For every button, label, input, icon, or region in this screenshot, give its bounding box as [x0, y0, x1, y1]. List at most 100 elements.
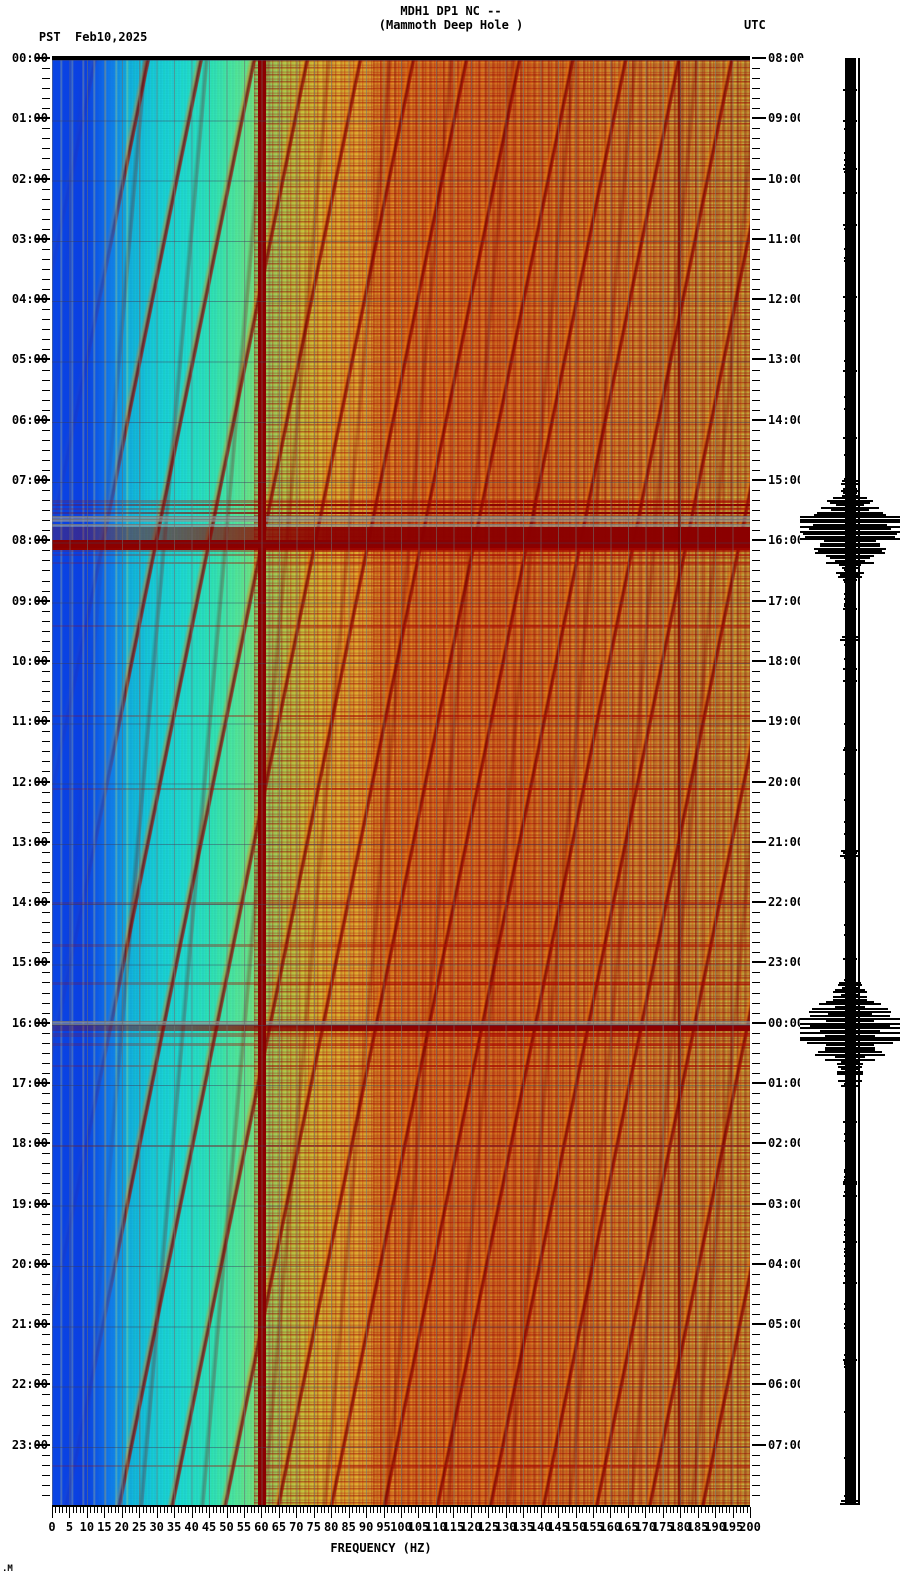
time-tick-minor-right	[752, 98, 760, 99]
frequency-tick-minor	[275, 1507, 276, 1513]
frequency-tick-minor	[303, 1507, 304, 1513]
frequency-label: 35	[166, 1520, 182, 1534]
frequency-tick-minor	[631, 1507, 632, 1513]
time-tick-minor-left	[42, 982, 50, 983]
time-label-left: 19:00	[11, 1196, 48, 1211]
time-tick-minor-right	[752, 611, 760, 612]
time-tick-minor-right	[752, 1304, 760, 1305]
time-tick-minor-left	[42, 219, 50, 220]
frequency-tick-major	[506, 1507, 507, 1518]
time-label-right: 18:00	[768, 653, 805, 668]
frequency-tick-minor	[59, 1507, 60, 1513]
time-tick-minor-right	[752, 802, 760, 803]
time-tick-minor-left	[42, 430, 50, 431]
frequency-tick-minor	[129, 1507, 130, 1513]
frequency-tick-minor	[635, 1507, 636, 1513]
frequency-tick-minor	[258, 1507, 259, 1513]
time-tick-minor-right	[752, 249, 760, 250]
frequency-tick-minor	[62, 1507, 63, 1513]
time-tick-minor-right	[752, 530, 760, 531]
date-label: Feb10,2025	[75, 30, 148, 44]
time-tick-minor-right	[752, 1133, 760, 1134]
time-tick-minor-right	[752, 1354, 760, 1355]
time-label-right: 08:00	[768, 51, 805, 65]
frequency-tick-major	[401, 1507, 402, 1518]
frequency-label: 95	[376, 1520, 391, 1534]
time-tick-minor-left	[42, 832, 50, 833]
time-label-left: 17:00	[11, 1075, 48, 1090]
time-tick-minor-left	[42, 1123, 50, 1124]
time-tick-minor-left	[42, 1254, 50, 1255]
frequency-label: 55	[236, 1520, 252, 1534]
time-tick-minor-right	[752, 711, 760, 712]
time-tick-minor-right	[752, 470, 760, 471]
time-label-left: 04:00	[11, 292, 48, 307]
frequency-tick-minor	[537, 1507, 538, 1513]
time-tick-minor-right	[752, 1274, 760, 1275]
frequency-tick-minor	[457, 1507, 458, 1513]
spectrogram-plot[interactable]	[52, 58, 750, 1507]
time-tick-minor-right	[752, 1244, 760, 1245]
frequency-label: 160	[599, 1520, 622, 1534]
time-tick-minor-right	[752, 410, 760, 411]
frequency-tick-minor	[614, 1507, 615, 1513]
frequency-tick-major	[593, 1507, 594, 1518]
time-tick-minor-right	[752, 339, 760, 340]
frequency-tick-minor	[268, 1507, 269, 1513]
time-tick-minor-left	[42, 1043, 50, 1044]
frequency-tick-minor	[373, 1507, 374, 1513]
frequency-tick-major	[558, 1507, 559, 1518]
frequency-tick-minor	[485, 1507, 486, 1513]
time-tick-minor-right	[752, 972, 760, 973]
time-tick-minor-left	[42, 912, 50, 913]
time-tick-minor-right	[752, 1193, 760, 1194]
time-tick-minor-left	[42, 701, 50, 702]
time-label-right: 07:00	[768, 1437, 805, 1452]
time-tick-minor-right	[752, 430, 760, 431]
time-label-right: 12:00	[768, 292, 805, 307]
time-tick-minor-right	[752, 1394, 760, 1395]
frequency-tick-major	[227, 1507, 228, 1518]
frequency-label: 190	[704, 1520, 726, 1534]
frequency-tick-minor	[83, 1507, 84, 1513]
helicorder-waveform-panel[interactable]	[800, 58, 902, 1505]
time-tick-minor-left	[42, 932, 50, 933]
frequency-label: 85	[341, 1520, 356, 1534]
frequency-tick-minor	[705, 1507, 706, 1513]
frequency-tick-minor	[478, 1507, 479, 1513]
time-tick-major-left	[36, 539, 50, 542]
frequency-label: 65	[271, 1520, 287, 1534]
time-tick-major-left	[36, 237, 50, 240]
time-label-left: 18:00	[11, 1136, 48, 1151]
time-tick-minor-left	[42, 138, 50, 139]
time-tick-minor-right	[752, 792, 760, 793]
time-tick-minor-left	[42, 972, 50, 973]
time-tick-minor-left	[42, 1133, 50, 1134]
timezone-label-utc: UTC	[744, 18, 766, 32]
time-tick-major-left	[36, 780, 50, 783]
frequency-tick-minor	[356, 1507, 357, 1513]
frequency-label: 145	[547, 1520, 569, 1534]
time-tick-minor-left	[42, 882, 50, 883]
time-tick-major-right	[752, 780, 766, 783]
time-tick-minor-right	[752, 1284, 760, 1285]
time-tick-minor-left	[42, 581, 50, 582]
time-tick-minor-left	[42, 611, 50, 612]
frequency-tick-minor	[603, 1507, 604, 1513]
frequency-tick-minor	[132, 1507, 133, 1513]
time-tick-minor-left	[42, 169, 50, 170]
time-tick-minor-right	[752, 1364, 760, 1365]
frequency-tick-minor	[712, 1507, 713, 1513]
frequency-tick-major	[471, 1507, 472, 1518]
frequency-tick-minor	[422, 1507, 423, 1513]
time-tick-minor-left	[42, 1063, 50, 1064]
time-tick-minor-left	[42, 108, 50, 109]
time-tick-minor-right	[752, 1053, 760, 1054]
frequency-tick-major	[436, 1507, 437, 1518]
time-tick-minor-left	[42, 1284, 50, 1285]
time-tick-minor-left	[42, 520, 50, 521]
frequency-label: 165	[617, 1520, 639, 1534]
frequency-tick-major	[733, 1507, 734, 1518]
frequency-tick-minor	[202, 1507, 203, 1513]
frequency-label: 200	[739, 1520, 761, 1534]
